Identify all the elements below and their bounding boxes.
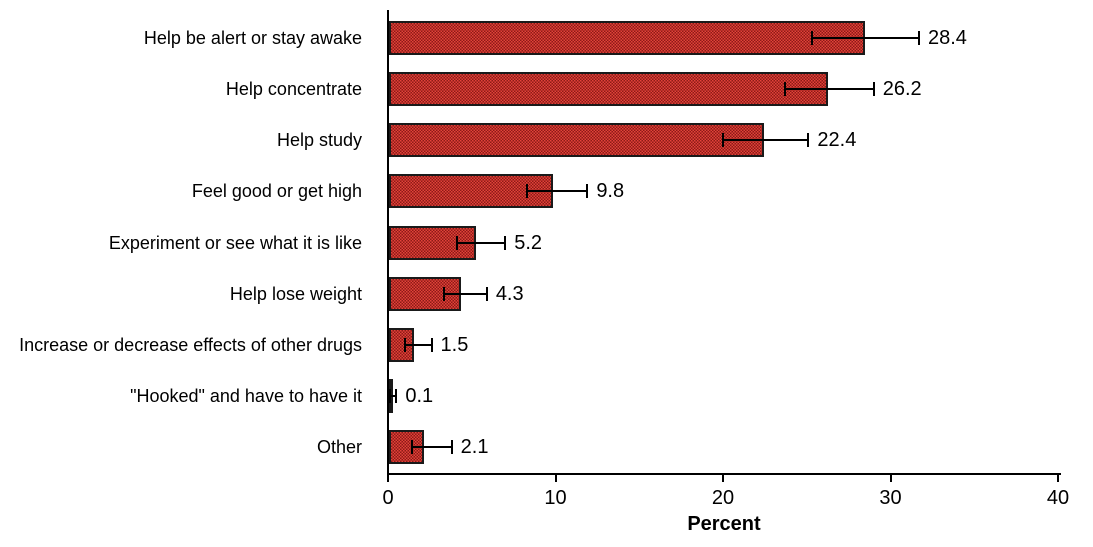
error-bar-cap-high (586, 184, 589, 199)
category-label: Help lose weight (229, 283, 362, 304)
y-axis-line (387, 10, 389, 475)
bar (389, 123, 765, 158)
error-bar-cap-high (485, 286, 488, 301)
category-label: Feel good or get high (191, 181, 362, 202)
x-axis-tick (1057, 475, 1059, 482)
x-axis-title: Percent (687, 513, 761, 535)
error-bar-cap-low (722, 133, 725, 148)
error-bar-cap-low (784, 81, 787, 96)
x-axis-tick-label: 10 (544, 487, 567, 509)
value-label: 1.5 (440, 333, 469, 356)
error-bar-line (410, 446, 453, 449)
error-bar-cap-low (410, 440, 413, 455)
category-label: Help concentrate (225, 78, 362, 99)
error-bar-cap-low (456, 235, 458, 250)
x-axis-tick (722, 475, 724, 482)
value-label: 28.4 (927, 26, 967, 49)
error-bar-line (442, 292, 488, 295)
error-bar-cap-high (917, 30, 920, 45)
error-bar-cap-low (442, 286, 445, 301)
value-label: 0.1 (405, 385, 434, 408)
value-label: 4.3 (495, 282, 524, 305)
category-label: Experiment or see what it is like (108, 232, 362, 253)
x-axis-tick (387, 475, 389, 482)
error-bar-cap-high (872, 81, 875, 96)
x-axis-tick-label: 30 (879, 487, 902, 509)
error-bar-line (389, 395, 398, 398)
error-bar-line (456, 241, 507, 244)
bar (389, 20, 865, 55)
error-bar-line (784, 87, 875, 90)
category-label: Help be alert or stay awake (143, 27, 362, 48)
category-label: Help study (276, 130, 362, 151)
value-label: 2.1 (460, 436, 489, 459)
category-label: "Hooked" and have to have it (130, 386, 362, 407)
value-label: 22.4 (817, 129, 857, 152)
error-bar-cap-high (430, 337, 433, 352)
error-bar-cap-high (450, 440, 453, 455)
bar (389, 71, 828, 106)
error-bar-cap-high (807, 133, 810, 148)
error-bar-cap-low (526, 184, 529, 199)
error-bar-line (404, 343, 433, 346)
value-label: 5.2 (514, 231, 543, 254)
error-bar-line (811, 36, 920, 39)
x-axis-tick-label: 20 (711, 487, 735, 509)
category-label: Increase or decrease effects of other dr… (19, 334, 362, 355)
x-axis-line (387, 473, 1061, 475)
x-axis-tick (554, 475, 557, 482)
error-bar-cap-low (404, 337, 407, 352)
error-bar-line (526, 190, 589, 193)
bar (389, 174, 554, 209)
error-bar-cap-high (395, 389, 398, 404)
x-axis-tick (889, 475, 892, 482)
error-bar-cap-low (389, 389, 391, 404)
error-bar-cap-low (811, 30, 814, 45)
x-axis-tick-label: 40 (1046, 487, 1070, 509)
value-label: 26.2 (882, 77, 922, 100)
value-label: 9.8 (596, 180, 625, 203)
category-label: Other (316, 437, 362, 458)
error-bar-cap-high (504, 235, 507, 250)
error-bar-line (722, 139, 810, 142)
x-axis-tick-label: 0 (382, 487, 394, 509)
